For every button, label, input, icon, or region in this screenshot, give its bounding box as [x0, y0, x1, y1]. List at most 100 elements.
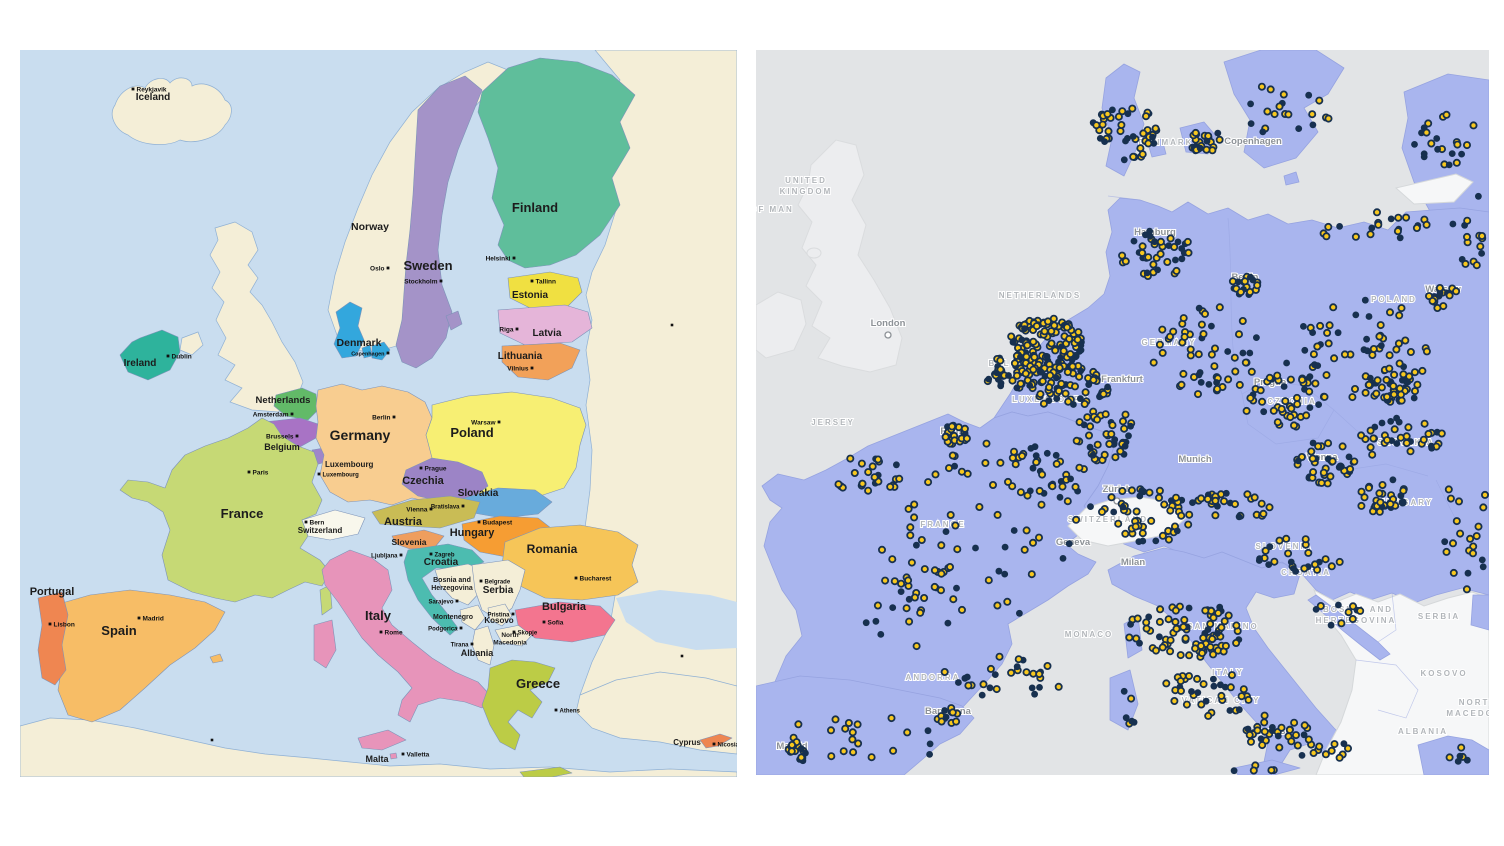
- data-dot-yellow: [1267, 766, 1276, 775]
- city-label-Valletta: Valletta: [407, 751, 430, 758]
- switzerland-white: [1067, 496, 1187, 547]
- data-dot-yellow: [1375, 489, 1384, 498]
- data-dot-yellow: [1242, 406, 1251, 415]
- data-dot-navy: [1244, 725, 1252, 733]
- data-dot-navy: [1214, 129, 1222, 137]
- data-dot-yellow: [1155, 486, 1164, 495]
- data-dot-navy: [1080, 421, 1088, 429]
- data-dot-navy: [1246, 349, 1254, 357]
- data-dot-navy: [1352, 311, 1360, 319]
- country-label-cyprus: Cyprus: [673, 738, 701, 747]
- data-dot-navy: [1174, 238, 1182, 246]
- data-dot-yellow: [1383, 436, 1392, 445]
- data-dot-yellow: [916, 608, 925, 617]
- data-dot-yellow: [1063, 497, 1072, 506]
- data-dot-yellow: [1158, 325, 1167, 334]
- turkey: [575, 671, 737, 755]
- data-dot-yellow: [841, 724, 850, 733]
- data-dot-yellow: [1395, 384, 1404, 393]
- data-dot-yellow: [1030, 353, 1039, 362]
- data-dot-navy: [1210, 682, 1218, 690]
- data-dot-yellow: [1023, 341, 1032, 350]
- data-dot-yellow: [844, 719, 853, 728]
- data-dot-yellow: [1184, 520, 1193, 529]
- data-dot-yellow: [1160, 500, 1169, 509]
- data-dot-yellow: [1340, 350, 1349, 359]
- r-city-label-london: London: [871, 318, 906, 329]
- data-dot-yellow: [1185, 510, 1194, 519]
- data-dot-yellow: [827, 752, 836, 761]
- data-dot-navy: [1287, 558, 1295, 566]
- data-dot-navy: [1127, 422, 1134, 430]
- data-dot-yellow: [1385, 351, 1394, 360]
- r-country-label-switzerland: SWITZERLAND: [1068, 515, 1148, 524]
- data-dot-navy: [1221, 683, 1229, 691]
- city-label-Nicosia: Nicosia: [718, 742, 738, 748]
- data-dot-navy: [942, 528, 950, 535]
- data-dot-navy: [1122, 137, 1129, 145]
- data-dot-yellow: [1022, 352, 1031, 361]
- data-dot-navy: [1340, 740, 1348, 748]
- city-label-Pristina: Pristina: [487, 612, 510, 618]
- data-dot-navy: [995, 567, 1003, 575]
- city-dot-Budapest: [477, 520, 481, 524]
- data-dot-yellow: [1357, 487, 1366, 496]
- data-dot-yellow: [1138, 529, 1147, 538]
- isle-of-man: [806, 247, 822, 259]
- city-dot-Pristina: [511, 612, 515, 616]
- data-dot-yellow: [1420, 419, 1429, 428]
- data-dot-yellow: [1197, 320, 1206, 329]
- data-dot-yellow: [887, 714, 896, 723]
- data-dot-yellow: [1309, 350, 1318, 359]
- data-dot-yellow: [1114, 519, 1123, 528]
- data-dot-yellow: [1281, 397, 1290, 406]
- data-dot-yellow: [1231, 367, 1240, 376]
- data-dot-navy: [1130, 237, 1138, 245]
- data-dot-yellow: [1084, 431, 1093, 440]
- data-dot-yellow: [1043, 317, 1052, 326]
- data-dot-yellow: [1260, 718, 1269, 727]
- data-dot-yellow: [1185, 651, 1194, 660]
- data-dot-yellow: [1098, 120, 1107, 129]
- data-dot-yellow: [1449, 539, 1458, 548]
- data-dot-yellow: [1029, 337, 1038, 346]
- data-dot-yellow: [1301, 535, 1310, 544]
- data-dot-yellow: [1375, 332, 1384, 341]
- data-dot-yellow: [1055, 363, 1064, 372]
- data-dot-yellow: [1321, 750, 1330, 759]
- data-dot-yellow: [1265, 503, 1274, 512]
- country-label-sweden: Sweden: [403, 258, 452, 273]
- data-dot-yellow: [975, 502, 984, 511]
- data-dot-yellow: [1007, 332, 1016, 341]
- data-dot-yellow: [1118, 417, 1127, 426]
- data-dot-yellow: [1172, 624, 1181, 633]
- data-dot-navy: [1165, 242, 1173, 250]
- data-dot-navy: [1445, 161, 1453, 169]
- country-label-lithuania: Lithuania: [498, 351, 543, 362]
- data-dot-yellow: [1032, 322, 1041, 331]
- data-dot-yellow: [1118, 486, 1127, 495]
- data-dot-yellow: [1047, 327, 1056, 336]
- data-dot-navy: [1178, 255, 1186, 263]
- data-dot-yellow: [1100, 450, 1109, 459]
- data-dot-yellow: [1260, 711, 1269, 720]
- data-dot-yellow: [1390, 370, 1399, 379]
- data-dot-yellow: [1083, 413, 1092, 422]
- city-dot-Copenhagen: [386, 351, 390, 355]
- data-dot-navy: [1143, 269, 1151, 277]
- data-dot-yellow: [1247, 367, 1256, 376]
- data-dot-navy: [1202, 697, 1210, 705]
- data-dot-navy: [1016, 609, 1023, 617]
- data-dot-yellow: [1215, 303, 1224, 312]
- data-dot-yellow: [1046, 371, 1055, 380]
- data-dot-navy: [1257, 735, 1265, 743]
- city-dot-Oslo: [386, 266, 390, 270]
- country-label-romania: Romania: [527, 542, 578, 556]
- data-dot-yellow: [1265, 373, 1274, 382]
- data-dot-yellow: [948, 708, 957, 717]
- data-dot-yellow: [993, 601, 1002, 610]
- data-dot-navy: [1151, 238, 1158, 246]
- data-dot-yellow: [1074, 328, 1083, 337]
- data-dot-yellow: [1035, 670, 1044, 679]
- data-dot-yellow: [846, 454, 855, 463]
